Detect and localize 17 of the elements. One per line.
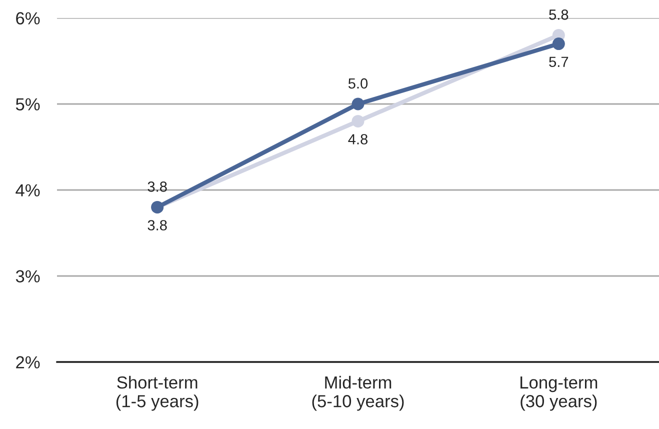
point [352, 114, 364, 128]
y-tick-label: 3% [16, 270, 40, 282]
data-label: 5.0 [348, 78, 368, 89]
data-label: 5.7 [549, 56, 568, 68]
point [552, 38, 565, 50]
x-tick-label: Short-term (1-5 years) [116, 376, 198, 411]
y-tick-label: 5% [16, 98, 40, 110]
data-label: 5.8 [549, 9, 568, 20]
point [352, 98, 364, 110]
y-tick-label: 4% [16, 184, 40, 196]
data-label: 4.8 [348, 134, 368, 144]
x-tick-label: Long-term (30 years) [520, 376, 598, 411]
x-tick-label: Mid-term (5-10 years) [312, 376, 404, 411]
y-tick-label: 2% [16, 356, 40, 368]
data-label: 3.8 [148, 220, 167, 230]
data-label: 3.8 [148, 181, 167, 192]
y-tick-label: 6% [16, 12, 40, 24]
